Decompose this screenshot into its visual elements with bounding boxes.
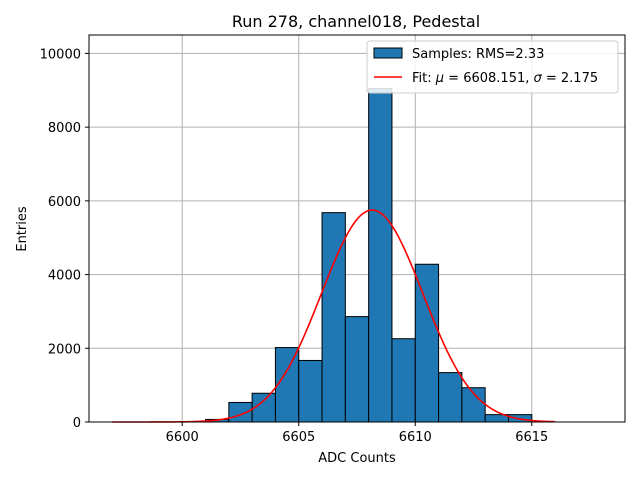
histogram-bars <box>181 87 533 423</box>
histogram-bar <box>228 401 253 423</box>
histogram-bar <box>414 263 440 423</box>
y-tick-label: 2000 <box>48 342 81 357</box>
histogram-bar <box>391 338 416 423</box>
x-tick-label: 6605 <box>282 430 315 445</box>
y-tick-label: 8000 <box>48 121 81 136</box>
x-tick-label: 6600 <box>166 430 199 445</box>
histogram-bar <box>438 372 463 423</box>
x-axis-label: ADC Counts <box>318 451 396 466</box>
x-tick-label: 6610 <box>399 430 432 445</box>
histogram-bar <box>344 316 370 423</box>
histogram-bar <box>274 347 300 423</box>
histogram-bar <box>368 87 393 423</box>
legend-box <box>366 40 619 94</box>
chart-title: Run 278, channel018, Pedestal <box>232 12 480 31</box>
legend-histogram-label: Samples: RMS=2.33 <box>412 47 544 62</box>
x-axis-ticks: 6600 6605 6610 6615 <box>166 422 548 445</box>
y-axis-label: Entries <box>15 206 30 252</box>
histogram-bar <box>298 359 323 423</box>
y-tick-label: 10000 <box>40 47 81 62</box>
x-tick-label: 6615 <box>515 430 548 445</box>
y-tick-label: 6000 <box>48 195 81 210</box>
legend: Samples: RMS=2.33 Fit: μ = 6608.151, σ =… <box>366 40 619 94</box>
y-tick-label: 4000 <box>48 269 81 284</box>
y-axis-ticks: 0 2000 4000 6000 8000 10000 <box>40 47 89 431</box>
y-tick-label: 0 <box>73 416 81 431</box>
legend-fit-label: Fit: μ = 6608.151, σ = 2.175 <box>412 71 598 86</box>
plot-frame <box>88 34 626 423</box>
legend-histogram-swatch <box>373 47 403 59</box>
